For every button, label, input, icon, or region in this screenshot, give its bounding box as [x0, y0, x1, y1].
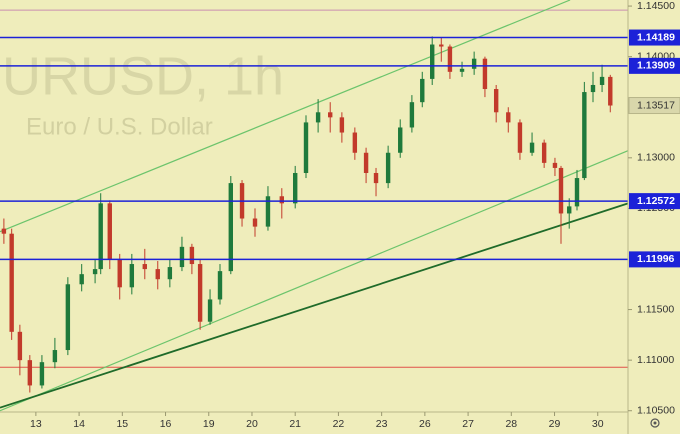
gear-center — [653, 421, 657, 425]
candle-body — [363, 152, 369, 173]
candle-body — [506, 112, 511, 123]
candle-body — [373, 172, 379, 184]
x-tick-label: 13 — [30, 418, 42, 430]
candle-body — [65, 284, 71, 351]
y-tick-label: 1.10500 — [637, 405, 675, 417]
candle-body — [339, 117, 345, 133]
candle-body — [265, 196, 271, 227]
x-tick-label: 26 — [419, 418, 431, 430]
candle-body — [279, 196, 285, 204]
x-tick-label: 14 — [73, 418, 85, 430]
last-price-label: 1.13517 — [637, 99, 675, 111]
candle-body — [189, 246, 195, 265]
candle-body — [608, 76, 613, 106]
candle-body — [567, 206, 572, 214]
candle-body — [385, 152, 391, 184]
candle-body — [179, 246, 185, 268]
candle-body — [155, 269, 160, 280]
candle-body — [558, 167, 564, 214]
trendline — [0, 0, 571, 233]
level-label-box — [629, 57, 680, 74]
candle-body — [228, 183, 233, 272]
x-tick-label: 15 — [116, 418, 128, 430]
candle-body — [167, 267, 173, 280]
candle-body — [430, 44, 435, 79]
level-label: 1.13909 — [637, 60, 675, 72]
level-label: 1.14189 — [637, 31, 675, 43]
candle-body — [482, 58, 488, 90]
x-tick-label: 30 — [592, 418, 604, 430]
candle-body — [252, 218, 258, 227]
candle-body — [582, 92, 587, 179]
plot-area — [0, 0, 629, 412]
trendline — [0, 150, 629, 412]
y-tick-label: 1.11000 — [637, 354, 674, 366]
x-tick-label: 19 — [203, 418, 215, 430]
candle-body — [590, 84, 596, 93]
last-price-box — [628, 97, 680, 115]
candle-body — [129, 264, 135, 288]
level-label: 1.12572 — [637, 195, 675, 207]
axes: 1.145001.140001.130001.125001.115001.110… — [30, 0, 680, 430]
candle-body — [142, 264, 147, 270]
candle-body — [197, 264, 203, 322]
candle-body — [27, 360, 33, 386]
x-tick-label: 22 — [333, 418, 345, 430]
level-label: 1.11996 — [637, 253, 675, 265]
candle-body — [398, 127, 403, 153]
candle-body — [352, 132, 358, 153]
x-tick-label: 27 — [462, 418, 474, 430]
candle-body — [447, 46, 453, 72]
candle-body — [117, 258, 122, 288]
candle-body — [39, 362, 45, 386]
candle-body — [599, 76, 605, 85]
x-tick-label: 21 — [289, 418, 301, 430]
candle-body — [471, 58, 477, 69]
candle-body — [207, 299, 213, 322]
x-tick-label: 29 — [549, 418, 561, 430]
x-tick-label: 28 — [505, 418, 517, 430]
candle-body — [328, 112, 333, 118]
candle-body — [1, 228, 7, 234]
watermark-description: Euro / U.S. Dollar — [26, 113, 213, 140]
candle-body — [79, 274, 84, 285]
candle-body — [17, 331, 23, 361]
candle-body — [574, 178, 580, 207]
candle-body — [420, 78, 425, 103]
x-tick-label: 20 — [246, 418, 258, 430]
candle-body — [52, 350, 58, 363]
level-label-box — [629, 251, 680, 268]
candle-body — [459, 68, 465, 72]
candle-body — [9, 233, 14, 332]
y-tick-label: 1.13000 — [637, 152, 675, 164]
candle-body — [541, 142, 547, 163]
level-label-box — [629, 193, 680, 210]
candle-body — [493, 89, 499, 113]
y-tick-label: 1.11500 — [637, 303, 674, 315]
candle-body — [303, 122, 309, 173]
gear[interactable] — [650, 418, 660, 428]
trendline — [0, 202, 629, 409]
candle-body — [517, 122, 523, 153]
candle-body — [439, 44, 444, 47]
candle-body — [315, 112, 321, 123]
level-label-box — [629, 29, 680, 46]
x-tick-label: 23 — [376, 418, 388, 430]
candle-body — [529, 142, 535, 153]
candle-body — [98, 203, 103, 270]
candle-body — [292, 172, 298, 204]
candle-body — [409, 102, 415, 128]
watermark-symbol: URUSD, 1h — [2, 46, 284, 106]
settings-icon[interactable] — [650, 418, 660, 428]
x-tick-label: 16 — [160, 418, 172, 430]
candle-body — [92, 269, 98, 275]
candle-body — [107, 203, 112, 259]
y-tick-label: 1.14500 — [637, 0, 675, 12]
candle-body — [217, 271, 223, 300]
candle-body — [552, 162, 558, 168]
